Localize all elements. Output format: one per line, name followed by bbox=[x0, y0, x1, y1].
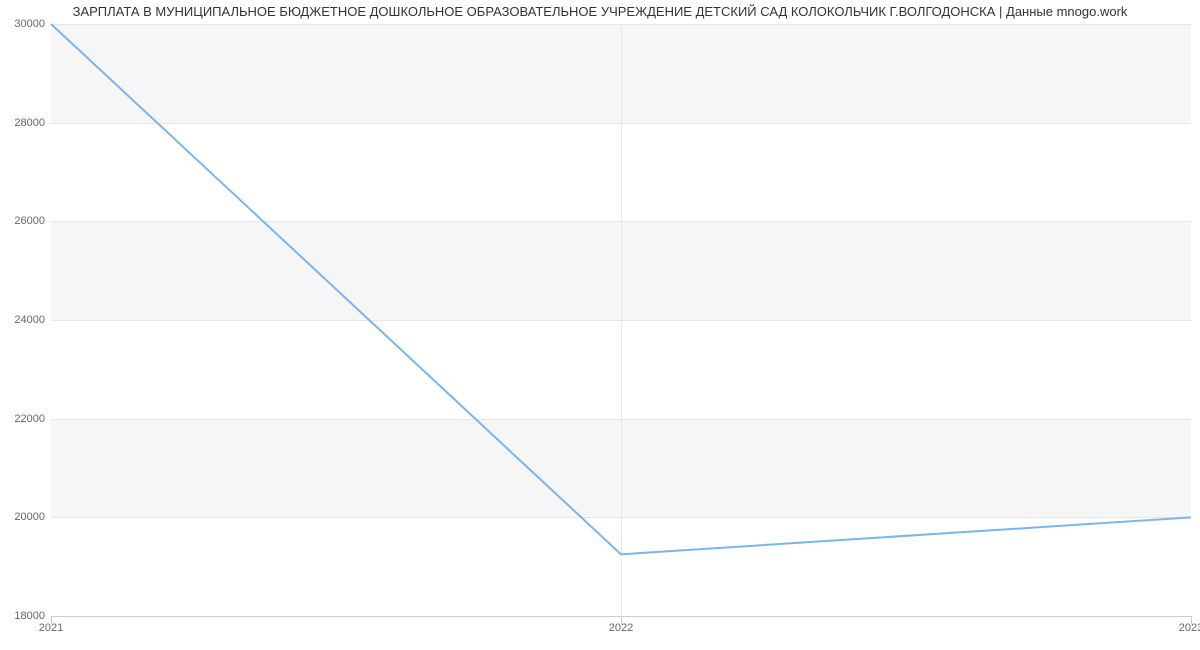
y-axis-tick-label: 24000 bbox=[14, 314, 45, 326]
y-axis-tick-label: 20000 bbox=[14, 511, 45, 523]
y-axis-tick-label: 30000 bbox=[14, 18, 45, 30]
y-axis-tick-label: 22000 bbox=[14, 413, 45, 425]
chart-plot-area: 1800020000220002400026000280003000020212… bbox=[51, 24, 1191, 616]
chart-series-line bbox=[51, 24, 1191, 554]
x-axis-tick-label: 2022 bbox=[609, 622, 633, 634]
chart-title: ЗАРПЛАТА В МУНИЦИПАЛЬНОЕ БЮДЖЕТНОЕ ДОШКО… bbox=[0, 4, 1200, 19]
x-axis-tick-label: 2021 bbox=[39, 622, 63, 634]
y-axis-tick-label: 26000 bbox=[14, 215, 45, 227]
chart-line-layer bbox=[51, 24, 1191, 616]
y-axis-tick-label: 18000 bbox=[14, 610, 45, 622]
y-axis-tick-label: 28000 bbox=[14, 117, 45, 129]
x-axis-tick-label: 2023 bbox=[1179, 622, 1200, 634]
